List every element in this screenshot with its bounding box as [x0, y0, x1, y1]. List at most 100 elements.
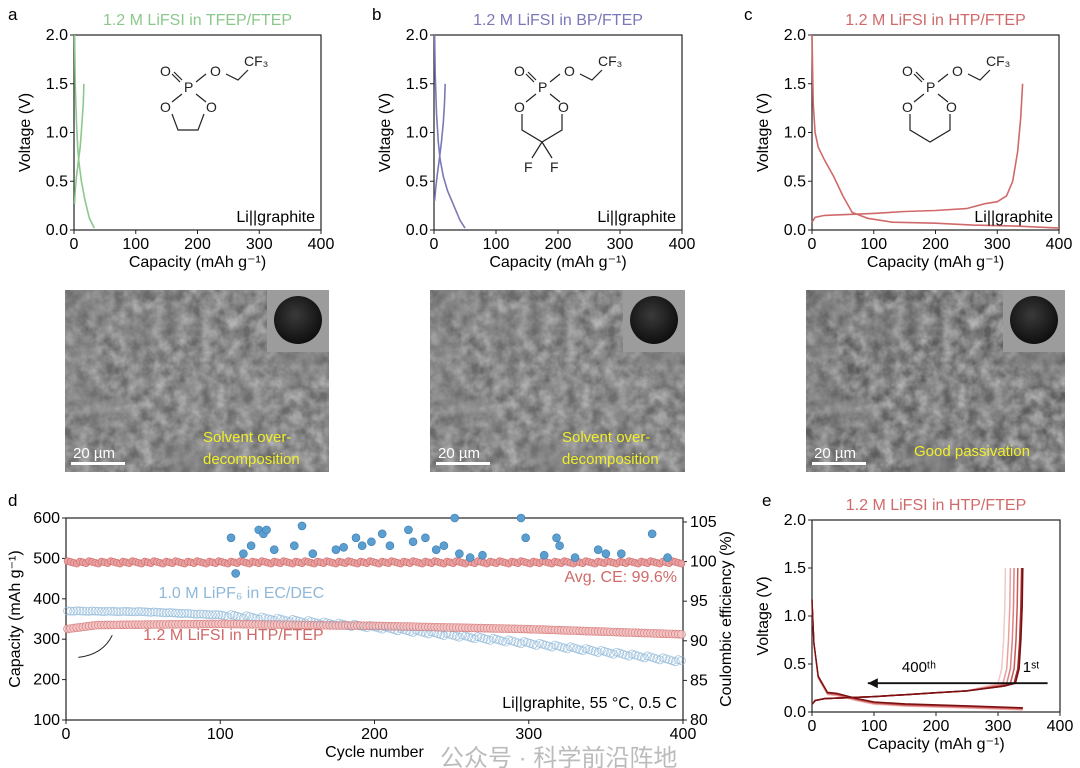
sem-image-b: Solvent over- decomposition 20 µm	[430, 290, 685, 472]
capacity-point-lipf6	[201, 609, 211, 619]
capacity-point-lipf6	[189, 609, 199, 619]
capacity-point-lipf6	[146, 607, 156, 617]
y-tick-label: 600	[33, 510, 60, 527]
y-tick-label: 1.5	[784, 76, 806, 93]
capacity-point-lipf6	[127, 607, 137, 617]
capacity-point-lipf6	[72, 606, 82, 616]
x-tick-label: 100	[483, 236, 510, 253]
electrode-disc-icon	[1010, 296, 1058, 344]
ce-point-lipf6	[465, 553, 475, 562]
capacity-point-lipf6	[87, 606, 97, 616]
y-tick-label: 1.0	[784, 125, 806, 142]
x-tick-label: 100	[122, 236, 149, 253]
ce-point-lipf6	[262, 525, 271, 535]
capacity-point-lipf6	[485, 636, 495, 645]
capacity-point-lipf6	[516, 639, 526, 649]
capacity-point-lipf6	[115, 607, 125, 617]
y2-axis-label: Coulombic efficiency (%)	[718, 531, 735, 707]
capacity-point-lipf6	[134, 607, 143, 616]
chart-panel-c: 0 100 200 300 400 0.0 0.5 1.0 1.5 2.0 Capacity (mA…	[755, 12, 1072, 271]
ce-point-lipf6	[226, 533, 236, 543]
ce-point-lipf6	[455, 549, 464, 558]
capacity-point-lipf6	[198, 609, 208, 619]
ce-point-lipf6	[478, 550, 487, 560]
capacity-point-lipf6	[242, 611, 251, 621]
y2-tick-label: 95	[690, 593, 708, 610]
x-tick-label: 300	[985, 718, 1012, 735]
ce-point-lipf6	[552, 533, 561, 543]
series-line-charge	[73, 83, 85, 204]
capacity-point-lipf6	[97, 607, 106, 616]
series-line-charge	[433, 83, 446, 201]
capacity-point-lipf6	[177, 609, 187, 618]
molecule-tfep: O P O CF₃ O O	[160, 53, 268, 131]
capacity-point-lipf6	[208, 610, 217, 620]
capacity-point-lipf6	[226, 610, 236, 619]
capacity-point-lipf6	[106, 606, 116, 616]
sem-caption: Solvent over-	[562, 429, 650, 446]
sem-caption: decomposition	[203, 451, 300, 468]
ce-point-lipf6	[297, 521, 307, 531]
scale-bar-label: 20 µm	[438, 445, 480, 462]
x-tick-label: 0	[808, 718, 817, 735]
ce-point-lipf6	[367, 537, 376, 547]
capacity-point-lipf6	[66, 606, 76, 616]
capacity-point-lipf6	[93, 606, 103, 616]
capacity-point-lipf6	[143, 607, 153, 617]
scale-bar-label: 20 µm	[73, 445, 115, 462]
x-tick-label: 300	[246, 236, 273, 253]
atom-label: F	[550, 159, 559, 175]
capacity-point-lipf6	[149, 607, 159, 617]
capacity-point-lipf6	[180, 608, 190, 618]
capacity-point-lipf6	[532, 640, 541, 650]
capacity-point-lipf6	[78, 606, 88, 616]
cycle-label-400th: 400ᵗʰ	[902, 659, 936, 676]
arrow-head-icon	[867, 678, 878, 689]
ce-point-lipf6	[450, 513, 460, 523]
ce-point-lipf6	[521, 533, 530, 543]
ce-point-lipf6	[385, 541, 395, 551]
capacity-point-lipf6	[103, 606, 113, 616]
atom-label: P	[926, 79, 935, 95]
y-tick-label: 100	[33, 712, 60, 729]
capacity-point-lipf6	[593, 648, 603, 657]
x-tick-label: 200	[545, 236, 572, 253]
capacity-point-lipf6	[211, 610, 221, 619]
cycle-discharge-line	[811, 599, 1023, 709]
atom-label: O	[558, 99, 569, 115]
capacity-point-lipf6	[547, 642, 557, 652]
capacity-point-lipf6	[470, 634, 480, 644]
atom-label: O	[206, 99, 217, 115]
capacity-point-lipf6	[609, 649, 618, 659]
y-tick-label: 500	[33, 550, 60, 567]
scale-bar	[71, 462, 125, 465]
x-tick-label: 300	[515, 726, 542, 743]
capacity-point-lipf6	[205, 610, 214, 620]
ce-point-lipf6	[231, 569, 240, 578]
series-line-discharge	[433, 34, 466, 229]
y-tick-label: 1.0	[46, 125, 68, 142]
capacity-point-lipf6	[624, 651, 634, 661]
atom-label: O	[902, 99, 913, 115]
annotation: Li||graphite, 55 °C, 0.5 C	[502, 695, 677, 712]
atom-label: O	[564, 63, 575, 79]
chart-title: 1.2 M LiFSI in HTP/FTEP	[846, 497, 1026, 514]
ce-point-lipf6	[593, 545, 603, 554]
y-tick-label: 1.5	[406, 76, 428, 93]
y-tick-label: 0.0	[46, 222, 68, 239]
capacity-point-lipf6	[174, 608, 184, 618]
atom-label: CF₃	[986, 53, 1010, 69]
capacity-point-lipf6	[75, 606, 85, 616]
ce-point-lipf6	[269, 545, 279, 554]
capacity-point-lipf6	[121, 607, 131, 616]
capacity-point-lipf6	[137, 607, 146, 616]
capacity-point-lipf6	[140, 607, 150, 617]
capacity-point-lipf6	[655, 655, 665, 665]
x-tick-label: 400	[1046, 236, 1073, 253]
scale-bar-label: 20 µm	[814, 445, 856, 462]
y2-tick-label: 90	[690, 633, 708, 650]
watermark: 公众号 · 科学前沿阵地	[440, 745, 677, 768]
atom-label: O	[210, 63, 221, 79]
panel-letter: b	[372, 5, 381, 24]
